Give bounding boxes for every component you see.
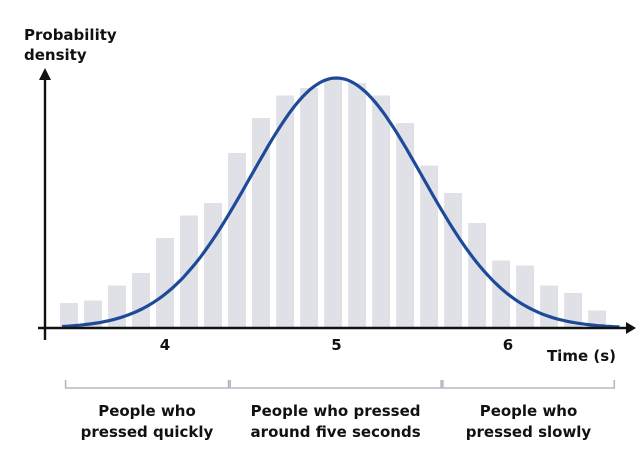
group-label-1-line-2: pressed quickly [81,423,214,441]
histogram-bars [60,78,607,328]
histogram-bar-11 [300,88,319,328]
x-tick-labels: 4 5 6 [160,336,513,354]
group-label-2-line-2: around five seconds [251,423,421,441]
x-tick-label-6: 6 [503,336,513,354]
x-axis-label: Time (s) [547,347,616,365]
group-label-2: People who pressed around five seconds [251,402,421,441]
histogram-bar-22 [564,293,583,328]
y-axis-label-line-1: Probability [24,26,117,44]
group-label-2-line-1: People who pressed [251,402,421,420]
group-bracket-2 [229,380,442,389]
histogram-bar-16 [420,165,439,328]
histogram-bar-15 [396,123,415,328]
histogram-bar-18 [468,223,487,328]
y-axis-label-line-2: density [24,46,87,64]
histogram-bar-1 [60,303,78,328]
histogram-bar-12 [324,78,343,328]
histogram-bar-10 [276,95,295,328]
histogram-bar-8 [228,153,246,328]
group-label-1: People who pressed quickly [81,402,214,441]
histogram-bar-19 [492,260,511,328]
group-label-3: People who pressed slowly [466,402,592,441]
histogram-bar-17 [444,193,463,328]
group-label-3-line-1: People who [480,402,578,420]
group-label-3-line-2: pressed slowly [466,423,592,441]
group-label-1-line-1: People who [98,402,196,420]
histogram-bar-9 [252,118,270,328]
histogram-bar-14 [372,95,391,328]
y-axis-arrow [39,68,51,80]
histogram-bar-4 [132,273,150,328]
group-bracket-1 [64,380,230,389]
x-tick-label-5: 5 [331,336,341,354]
group-bracket-3 [442,380,616,389]
x-axis-arrow [626,322,636,334]
histogram-bar-5 [156,238,174,328]
histogram-bar-21 [540,285,559,328]
histogram-bar-7 [204,203,222,328]
x-tick-label-4: 4 [160,336,170,354]
histogram-bar-20 [516,265,535,328]
histogram-bar-13 [348,83,367,328]
axes [38,68,636,340]
histogram-bar-2 [84,300,102,328]
y-axis-label: Probability density [24,26,122,64]
normal-curve [62,76,620,329]
